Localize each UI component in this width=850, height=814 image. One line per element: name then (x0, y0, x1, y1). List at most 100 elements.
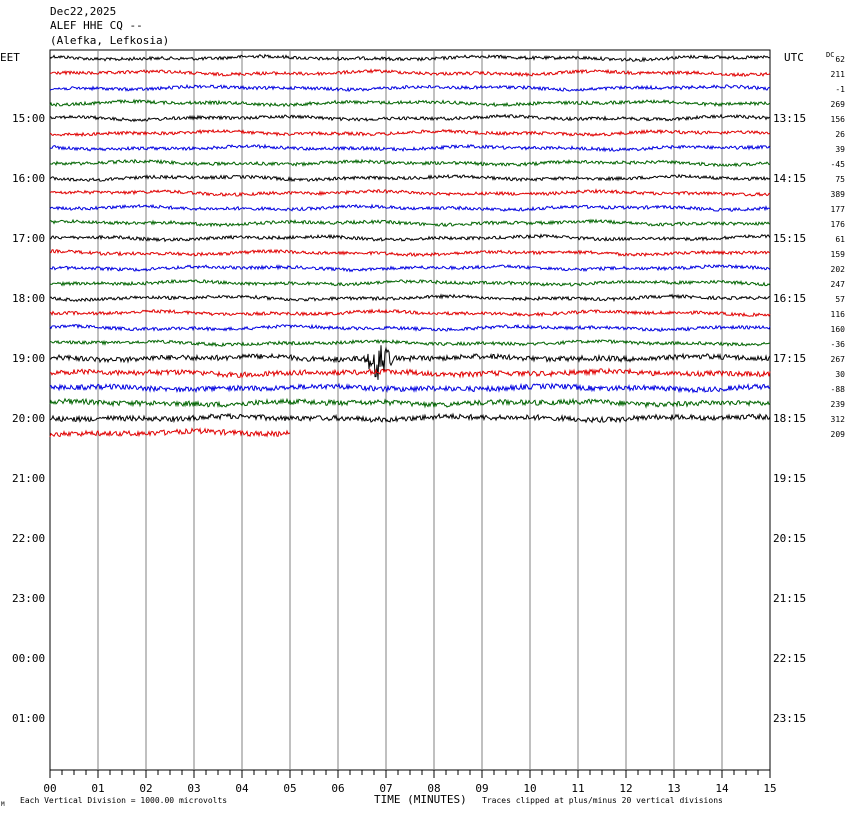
station-label: ALEF HHE CQ -- (50, 19, 143, 32)
left-hour-label: 15:00 (12, 112, 45, 125)
trace-row-8 (49, 158, 771, 168)
clip-note: Traces clipped at plus/minus 20 vertical… (482, 796, 723, 805)
left-hour-label: 16:00 (12, 172, 45, 185)
dc-offset-label: -1 (835, 85, 845, 94)
dc-label: DC (826, 51, 834, 59)
trace-row-19 (49, 323, 771, 332)
trace-row-5 (49, 113, 771, 123)
dc-offset-label: -36 (831, 340, 846, 349)
dc-offset-label: 176 (831, 220, 846, 229)
left-hour-label: 20:00 (12, 412, 45, 425)
dc-offset-label: 62 (835, 55, 845, 64)
x-tick-label: 04 (235, 782, 249, 795)
x-tick-label: 07 (379, 782, 392, 795)
right-hour-label: 20:15 (773, 532, 806, 545)
dc-offset-label: 389 (831, 190, 846, 199)
x-tick-label: 15 (763, 782, 776, 795)
x-tick-label: 09 (475, 782, 488, 795)
right-hour-label: 21:15 (773, 592, 806, 605)
trace-row-2 (50, 68, 771, 78)
trace-row-25 (49, 412, 771, 424)
dc-offset-label: 160 (831, 325, 846, 334)
left-hour-label: 19:00 (12, 352, 45, 365)
date-label: Dec22,2025 (50, 5, 117, 18)
trace-row-20 (49, 338, 771, 348)
dc-offset-label: 75 (835, 175, 845, 184)
right-hour-label: 14:15 (773, 172, 806, 185)
trace-row-6 (49, 128, 771, 138)
right-hour-label: 19:15 (773, 472, 806, 485)
dc-offset-label: 312 (831, 415, 846, 424)
dc-offset-label: 156 (831, 115, 846, 124)
left-hour-label: 18:00 (12, 292, 45, 305)
dc-offset-label: 209 (831, 430, 846, 439)
trace-row-22 (49, 367, 771, 379)
right-hour-label: 16:15 (773, 292, 806, 305)
x-tick-label: 10 (523, 782, 536, 795)
trace-row-18 (49, 308, 771, 318)
dc-offset-label: 39 (835, 145, 845, 154)
dc-offset-label: -88 (831, 385, 846, 394)
left-hour-label: 01:00 (12, 712, 45, 725)
trace-row-21 (49, 345, 771, 380)
dc-offset-label: 61 (835, 235, 845, 244)
dc-offset-label: 57 (835, 295, 845, 304)
left-hour-label: 22:00 (12, 532, 45, 545)
dc-offset-label: 116 (831, 310, 846, 319)
x-tick-label: 11 (571, 782, 584, 795)
dc-offset-label: 177 (831, 205, 846, 214)
scale-note: Each Vertical Division = 1000.00 microvo… (20, 796, 227, 805)
dc-offset-label: 247 (831, 280, 846, 289)
trace-row-9 (49, 173, 771, 183)
x-tick-label: 06 (331, 782, 344, 795)
right-hour-label: 13:15 (773, 112, 806, 125)
dc-offset-label: 211 (831, 70, 846, 79)
left-timezone-label: EET (0, 51, 20, 64)
left-hour-label: 23:00 (12, 592, 45, 605)
corner-mark: M (1, 801, 5, 808)
right-timezone-label: UTC (784, 51, 804, 64)
x-tick-label: 01 (91, 782, 104, 795)
trace-row-7 (49, 143, 771, 153)
left-hour-label: 00:00 (12, 652, 45, 665)
trace-row-3 (49, 83, 771, 93)
trace-row-1 (49, 53, 771, 63)
trace-row-17 (49, 293, 771, 303)
right-hour-label: 22:15 (773, 652, 806, 665)
trace-row-12 (50, 218, 771, 228)
trace-row-15 (49, 264, 771, 273)
right-hour-label: 23:15 (773, 712, 806, 725)
x-axis-label: TIME (MINUTES) (374, 793, 467, 806)
trace-row-11 (49, 203, 771, 212)
right-hour-label: 18:15 (773, 412, 806, 425)
x-tick-label: 05 (283, 782, 296, 795)
dc-offset-label: 239 (831, 400, 846, 409)
x-tick-label: 03 (187, 782, 200, 795)
dc-offset-label: 26 (835, 130, 845, 139)
trace-row-4 (49, 98, 771, 108)
trace-row-26 (49, 427, 291, 438)
trace-row-10 (49, 188, 771, 197)
right-hour-label: 15:15 (773, 232, 806, 245)
dc-offset-label: 159 (831, 250, 846, 259)
location-label: (Alefka, Lefkosia) (50, 34, 170, 47)
dc-offset-label: 267 (831, 355, 846, 364)
trace-row-24 (49, 397, 771, 409)
right-hour-label: 17:15 (773, 352, 806, 365)
trace-row-13 (50, 233, 771, 243)
x-tick-label: 12 (619, 782, 632, 795)
trace-row-23 (49, 382, 771, 394)
plot-frame (49, 49, 771, 771)
dc-offset-label: 30 (835, 370, 845, 379)
x-tick-label: 14 (715, 782, 729, 795)
x-tick-label: 00 (43, 782, 56, 795)
left-hour-label: 17:00 (12, 232, 45, 245)
x-tick-label: 08 (427, 782, 440, 795)
dc-offset-label: 202 (831, 265, 846, 274)
x-tick-label: 13 (667, 782, 680, 795)
dc-offset-label: 269 (831, 100, 846, 109)
dc-offset-label: -45 (831, 160, 846, 169)
x-tick-label: 02 (139, 782, 152, 795)
trace-row-16 (50, 278, 771, 287)
